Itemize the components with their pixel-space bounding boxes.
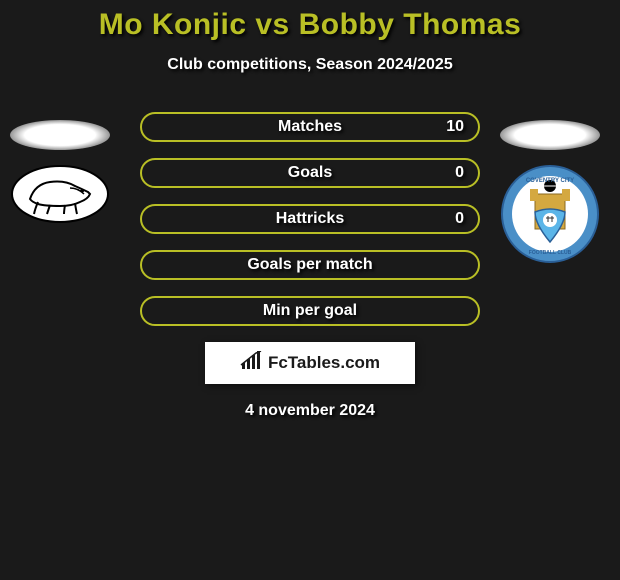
- stat-row-hattricks: Hattricks 0: [140, 204, 480, 234]
- player-left-silhouette: [10, 120, 110, 150]
- player-right-block: COVENTRY CITY FOOTBALL CLUB: [500, 120, 600, 264]
- stat-row-goals: Goals 0: [140, 158, 480, 188]
- page-title: Mo Konjic vs Bobby Thomas: [0, 8, 620, 42]
- stat-label: Min per goal: [263, 302, 357, 320]
- stat-row-goals-per-match: Goals per match: [140, 250, 480, 280]
- bar-chart-icon: [240, 351, 264, 376]
- stat-row-matches: Matches 10: [140, 112, 480, 142]
- player-right-silhouette: [500, 120, 600, 150]
- stat-row-min-per-goal: Min per goal: [140, 296, 480, 326]
- stat-value-right: 0: [455, 210, 464, 228]
- date-label: 4 november 2024: [0, 402, 620, 420]
- stat-value-right: 0: [455, 164, 464, 182]
- footer-site-name: FcTables.com: [268, 353, 380, 373]
- svg-text:FOOTBALL CLUB: FOOTBALL CLUB: [529, 250, 572, 256]
- stat-value-right: 10: [446, 118, 464, 136]
- subtitle: Club competitions, Season 2024/2025: [0, 56, 620, 74]
- player-left-block: [10, 120, 110, 224]
- footer-attribution: FcTables.com: [205, 342, 415, 384]
- svg-text:COVENTRY CITY: COVENTRY CITY: [526, 178, 574, 184]
- crest-derby-icon: [10, 164, 110, 224]
- crest-coventry-icon: COVENTRY CITY FOOTBALL CLUB: [500, 164, 600, 264]
- stat-label: Hattricks: [276, 210, 344, 228]
- stat-label: Goals: [288, 164, 332, 182]
- stat-label: Matches: [278, 118, 342, 136]
- stat-label: Goals per match: [247, 256, 372, 274]
